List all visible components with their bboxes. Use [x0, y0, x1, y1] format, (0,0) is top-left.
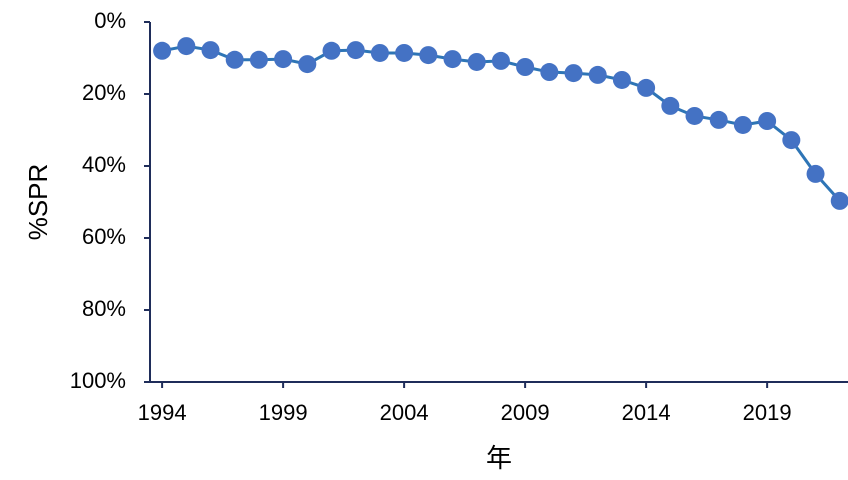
data-point	[467, 52, 486, 71]
data-point	[564, 64, 583, 83]
data-point	[153, 41, 172, 60]
data-point	[830, 191, 848, 210]
data-point	[274, 50, 293, 69]
x-tick-label: 2004	[380, 400, 429, 425]
y-tick-label: 0%	[94, 8, 126, 33]
data-point	[443, 50, 462, 69]
x-axis-label: 年	[486, 443, 512, 473]
data-point	[782, 131, 801, 150]
data-point	[225, 50, 244, 69]
data-point	[370, 43, 389, 62]
y-tick-label: 60%	[82, 224, 126, 249]
y-axis-label: %SPR	[23, 164, 53, 241]
y-tick-label: 80%	[82, 296, 126, 321]
data-point	[419, 46, 438, 65]
data-point	[201, 41, 220, 60]
data-point	[491, 51, 510, 70]
x-tick-label: 1999	[259, 400, 308, 425]
x-tick-label: 2019	[743, 400, 792, 425]
data-point	[540, 63, 559, 82]
data-point	[516, 58, 535, 76]
data-point	[588, 65, 607, 84]
data-point	[177, 37, 196, 56]
y-tick-label: 40%	[82, 152, 126, 177]
x-tick-label: 2009	[501, 400, 550, 425]
x-tick-label: 2014	[622, 400, 671, 425]
data-point	[709, 110, 728, 129]
data-point	[758, 112, 777, 130]
data-point	[346, 41, 365, 60]
data-point	[661, 96, 680, 115]
data-point	[806, 164, 825, 183]
data-point	[249, 50, 268, 69]
y-tick-label: 100%	[70, 368, 126, 393]
data-point	[637, 78, 656, 97]
data-point	[322, 41, 341, 60]
data-point	[612, 70, 631, 89]
data-point	[733, 115, 752, 134]
data-point	[395, 43, 414, 62]
data-point	[685, 106, 704, 125]
data-point	[298, 55, 317, 74]
x-tick-label: 1994	[138, 400, 187, 425]
y-tick-label: 20%	[82, 80, 126, 105]
